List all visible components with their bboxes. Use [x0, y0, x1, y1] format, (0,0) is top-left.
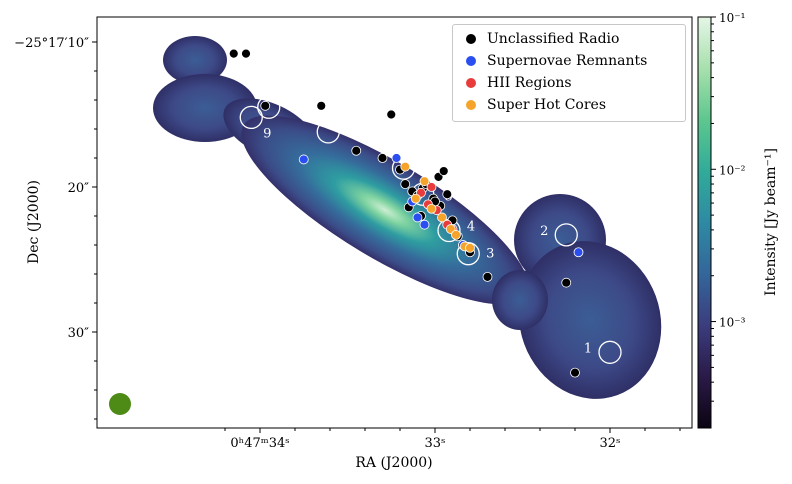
region-6-circle — [391, 156, 416, 180]
colorbar-tick-label: 10⁻² — [719, 163, 746, 177]
region-7-label: 7 — [346, 117, 354, 132]
region-8-circle — [257, 95, 281, 119]
unclassified-radio-point — [442, 189, 453, 200]
source-points — [228, 48, 584, 378]
x-axis-label: RA (J2000) — [355, 455, 432, 471]
unclassified-radio-point — [241, 48, 251, 59]
legend-label-snr: Supernovae Remnants — [487, 53, 648, 69]
unclassified-radio-point — [351, 145, 362, 156]
colorbar-tick-label: 10⁻¹ — [719, 11, 745, 25]
unclassified-radio-point — [570, 367, 580, 378]
region-circles: 12345678910 — [227, 44, 622, 364]
legend-item-shc: Super Hot Cores — [465, 95, 606, 115]
plot-frame — [96, 16, 693, 429]
y-axis-ticks: −25°17′10″ 20″ 30″ — [14, 36, 97, 420]
legend-label-shc: Super Hot Cores — [487, 97, 607, 113]
legend-marker-unclassified — [465, 33, 477, 45]
region-10-label: 10 — [253, 64, 270, 79]
x-axis-ticks: 0ʰ47ᵐ34ˢ 33ˢ 32ˢ — [224, 428, 681, 451]
region-1-circle — [598, 340, 622, 364]
unclassified-radio-point — [438, 166, 449, 176]
region-10-circle — [227, 44, 251, 69]
super-hot-cores-point — [400, 161, 411, 172]
region-7-circle — [316, 120, 340, 144]
super-hot-cores-point — [437, 212, 447, 223]
supernovae-remnants-point — [412, 212, 423, 223]
unclassified-radio-point — [561, 277, 572, 288]
region-3-label: 3 — [486, 247, 494, 262]
y-tick-label: 20″ — [68, 181, 90, 196]
emission-map — [153, 36, 662, 399]
supernovae-remnants-point — [298, 154, 309, 165]
unclassified-radio-point — [228, 48, 239, 59]
unclassified-radio-point — [400, 179, 411, 190]
hii-regions-point — [426, 182, 437, 192]
super-hot-cores-point — [410, 193, 421, 204]
unclassified-radio-point — [316, 100, 327, 111]
unclassified-radio-point — [386, 109, 397, 120]
colorbar — [697, 16, 712, 429]
super-hot-cores-point — [451, 229, 461, 240]
legend-item-unclassified: Unclassified Radio — [465, 29, 619, 49]
y-axis-label: Dec (J2000) — [26, 180, 42, 264]
legend-marker-hii — [465, 77, 477, 89]
beam-ellipse — [109, 393, 131, 415]
supernovae-remnants-point — [391, 153, 402, 163]
x-tick-label: 32ˢ — [600, 436, 621, 451]
region-8-label: 8 — [285, 90, 293, 105]
region-9-label: 9 — [263, 126, 271, 141]
legend-item-hii: HII Regions — [465, 73, 572, 93]
unclassified-radio-point — [260, 100, 271, 111]
supernovae-remnants-point — [419, 219, 430, 230]
region-4-label: 4 — [467, 220, 475, 235]
unclassified-radio-point — [482, 271, 493, 282]
x-tick-label: 0ʰ47ᵐ34ˢ — [230, 436, 289, 451]
supernovae-remnants-point — [573, 247, 584, 258]
region-2-circle — [554, 223, 578, 247]
super-hot-cores-point — [419, 176, 430, 187]
legend-item-snr: Supernovae Remnants — [465, 51, 647, 71]
region-9-circle — [239, 105, 263, 130]
legend-marker-shc — [465, 99, 477, 111]
region-6-label: 6 — [401, 151, 409, 166]
legend: Unclassified Radio Supernovae Remnants H… — [452, 24, 686, 122]
x-tick-label: 33ˢ — [425, 436, 446, 451]
y-tick-label: 30″ — [68, 326, 90, 341]
legend-marker-snr — [465, 55, 477, 67]
region-2-label: 2 — [540, 224, 548, 239]
region-1-label: 1 — [584, 341, 592, 356]
y-tick-label: −25°17′10″ — [14, 36, 89, 51]
super-hot-cores-point — [465, 242, 475, 253]
colorbar-ticks: 10⁻¹ 10⁻² 10⁻³ — [711, 11, 746, 402]
legend-label-unclassified: Unclassified Radio — [487, 31, 620, 47]
super-hot-cores-point — [426, 203, 437, 214]
legend-label-hii: HII Regions — [487, 75, 572, 91]
colorbar-label: Intensity [Jy beam⁻¹] — [763, 148, 779, 296]
colorbar-tick-label: 10⁻³ — [719, 316, 746, 330]
unclassified-radio-point — [377, 153, 388, 163]
region-3-circle — [456, 242, 480, 266]
